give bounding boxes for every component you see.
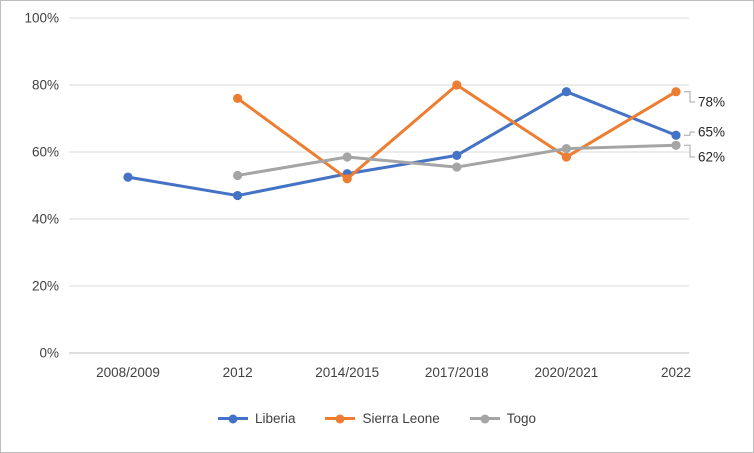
- y-axis-tick-label: 40%: [32, 212, 59, 227]
- end-data-label: 62%: [698, 150, 725, 165]
- data-point-liberia: [452, 150, 462, 160]
- y-axis-tick-label: 60%: [32, 145, 59, 160]
- legend-label-togo: Togo: [506, 411, 537, 426]
- x-axis-category-label: 2008/2009: [96, 365, 160, 380]
- x-axis-category-label: 2017/2018: [425, 365, 489, 380]
- legend-dot-icon: [335, 414, 345, 423]
- x-axis-category-label: 2020/2021: [534, 365, 598, 380]
- data-point-togo: [342, 152, 352, 162]
- legend: Liberia Sierra Leone Togo: [1, 411, 753, 426]
- data-point-liberia: [123, 172, 133, 182]
- end-data-label: 65%: [698, 125, 725, 140]
- data-point-liberia: [233, 190, 243, 201]
- legend-label-sierra-leone: Sierra Leone: [362, 411, 440, 426]
- x-axis-category-label: 2014/2015: [315, 365, 379, 380]
- y-axis-tick-label: 0%: [39, 346, 59, 361]
- data-point-sierra-leone: [233, 93, 243, 103]
- data-point-togo: [233, 170, 243, 181]
- leader-line: [684, 91, 695, 103]
- legend-marker-sierra-leone: [325, 413, 356, 424]
- legend-item-liberia: Liberia: [217, 411, 296, 426]
- leader-line: [684, 144, 695, 158]
- legend-dot-icon: [480, 414, 490, 423]
- legend-label-liberia: Liberia: [254, 411, 296, 426]
- series-line-liberia: [126, 90, 678, 198]
- y-axis-tick-label: 20%: [32, 279, 59, 294]
- data-point-sierra-leone: [561, 152, 572, 162]
- data-point-togo: [561, 144, 572, 154]
- legend-dot-icon: [228, 414, 238, 423]
- data-point-togo: [452, 162, 462, 172]
- legend-marker-liberia: [217, 413, 248, 424]
- data-point-liberia: [671, 130, 681, 140]
- y-axis-tick-label: 100%: [24, 11, 59, 26]
- legend-marker-togo: [469, 413, 500, 424]
- data-point-sierra-leone: [671, 87, 681, 97]
- x-axis-category-label: 2012: [223, 365, 253, 380]
- end-data-label: 78%: [698, 95, 725, 110]
- legend-item-togo: Togo: [469, 411, 537, 426]
- legend-item-sierra-leone: Sierra Leone: [325, 411, 440, 426]
- data-point-togo: [671, 140, 681, 150]
- leader-line: [684, 131, 695, 136]
- data-point-sierra-leone: [342, 174, 352, 184]
- data-point-liberia: [561, 87, 572, 97]
- y-axis-tick-label: 80%: [32, 78, 59, 93]
- data-point-sierra-leone: [452, 80, 462, 90]
- x-axis-category-label: 2022: [661, 365, 691, 380]
